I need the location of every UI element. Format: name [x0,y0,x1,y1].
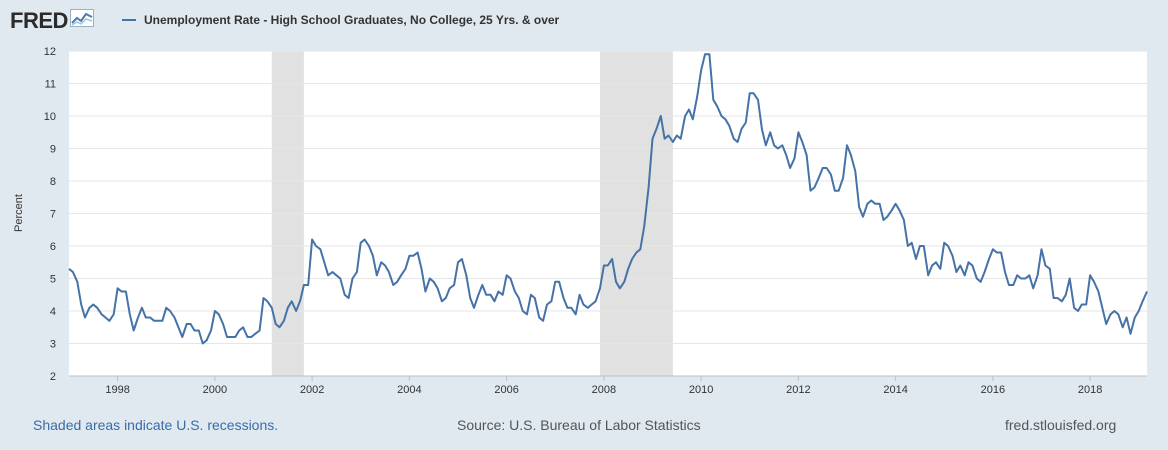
y-tick-label: 8 [50,176,56,188]
y-tick-label: 6 [50,241,56,253]
line-chart-icon [69,9,94,32]
y-axis-label: Percent [13,194,25,232]
y-tick-label: 4 [50,306,56,318]
x-tick-label: 2006 [494,384,518,396]
x-tick-label: 2000 [203,384,227,396]
x-tick-label: 2012 [786,384,810,396]
x-axis-ticks: 1998 2000 2002 2004 2006 2008 2010 2012 2014 2016… [105,376,1102,396]
legend-swatch [122,19,136,21]
x-tick-label: 2002 [300,384,324,396]
site-link[interactable]: fred.stlouisfed.org [1005,417,1117,433]
series-line[interactable] [68,53,1148,345]
chart-header: FRED Unemployment Rate - High School Gra… [0,0,1168,42]
y-tick-label: 2 [50,371,56,383]
y-tick-label: 5 [50,274,56,286]
fred-logo[interactable]: FRED [10,9,94,32]
chart-area[interactable]: 2 3 4 5 6 7 8 9 10 11 12 1998 2000 2002 2004 2006 2008 2… [0,40,1168,400]
y-tick-label: 12 [44,46,56,58]
y-tick-label: 9 [50,144,56,156]
x-tick-label: 2018 [1078,384,1102,396]
x-tick-label: 1998 [105,384,129,396]
source-text: Source: U.S. Bureau of Labor Statistics [457,417,701,433]
x-tick-label: 2016 [981,384,1005,396]
line-chart[interactable]: 2 3 4 5 6 7 8 9 10 11 12 1998 2000 2002 2004 2006 2008 2… [0,40,1168,400]
x-tick-label: 2010 [689,384,713,396]
x-tick-label: 2004 [397,384,421,396]
chart-legend[interactable]: Unemployment Rate - High School Graduate… [122,13,559,27]
y-tick-label: 3 [50,339,56,351]
y-tick-label: 10 [44,111,56,123]
y-tick-label: 7 [50,209,56,221]
recession-note-link[interactable]: Shaded areas indicate U.S. recessions. [33,417,279,433]
y-axis-ticks: 2 3 4 5 6 7 8 9 10 11 12 [44,46,56,383]
legend-label: Unemployment Rate - High School Graduate… [144,13,560,27]
fred-logo-text: FRED [10,7,68,33]
x-tick-label: 2008 [592,384,616,396]
gridlines [69,50,1147,344]
x-tick-label: 2014 [883,384,907,396]
y-tick-label: 11 [45,79,56,91]
